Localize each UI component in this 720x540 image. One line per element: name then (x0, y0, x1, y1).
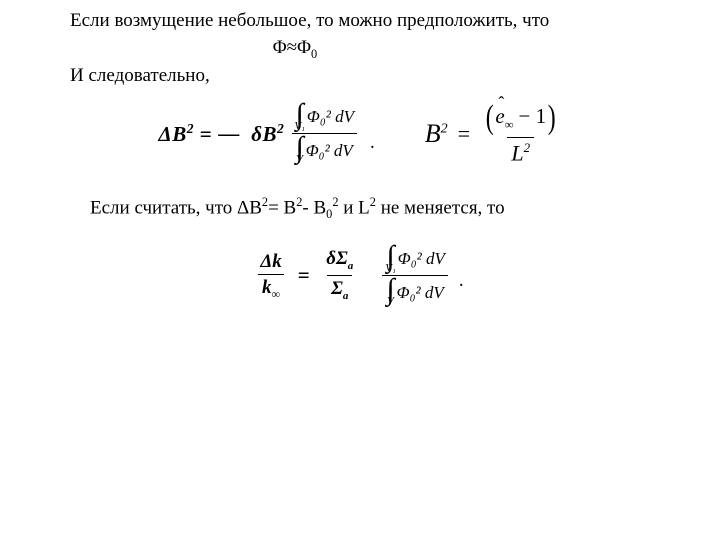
eq1-num-int-body: Φ₀² dV (307, 108, 354, 125)
phi-text: Φ≈Φ (273, 37, 311, 58)
eq1-den-int-body: Φ₀² dV (306, 142, 353, 159)
formula-row-1: ΔB2 = — δB2 ∫V₁ Φ₀² dV ∫V Φ₀² dV (70, 103, 650, 164)
eq3-mid-den: Σ (331, 278, 343, 299)
paragraph-1: Если возмущение небольшое, то можно пред… (70, 8, 650, 35)
eq2-lhs: B (425, 119, 441, 148)
eq2-fraction: (e∞ − 1) L2 (480, 103, 561, 164)
equation-delta-k: Δk k∞ = δΣa Σa ∫V₁ Φ₀² dV (256, 246, 463, 306)
phi-subscript: 0 (311, 46, 317, 60)
eq3-den-int-sub: V (387, 298, 394, 306)
eq2-den: L (511, 140, 523, 165)
eq3-num-integral: ∫V₁ Φ₀² dV (385, 246, 445, 273)
eq1-lhs-sup: 2 (187, 121, 194, 136)
eq2-e-inf: ∞ (505, 118, 514, 132)
eq2-equals: = (458, 121, 470, 147)
eq1-coef: δB (251, 122, 277, 146)
p3-sub0: 0 (326, 207, 332, 221)
eq1-num-integral: ∫V₁ Φ₀² dV (294, 104, 354, 131)
p3-e: не меняется, то (376, 198, 505, 219)
eq1-coef-sup: 2 (277, 121, 284, 136)
paragraph-3: Если считать, что ΔB2= B2- B02 и L2 не м… (90, 194, 650, 223)
eq3-mid-den-sub: a (343, 290, 349, 302)
eq1-lhs: ΔB (159, 122, 187, 146)
eq1-period: . (370, 132, 375, 164)
eq1-num-int-sub: V₁ (294, 123, 305, 131)
eq1-den-integral: ∫V Φ₀² dV (296, 137, 353, 164)
eq3-den-int-body: Φ₀² dV (397, 284, 444, 301)
eq2-den-sup: 2 (524, 140, 531, 155)
eq3-lhs-den-sub: ∞ (272, 287, 281, 301)
eq2-lhs-sup: 2 (441, 121, 448, 136)
eq3-mid-num-sub: a (348, 260, 354, 272)
eq3-mid-num: δΣ (326, 248, 348, 269)
equation-delta-b2: ΔB2 = — δB2 ∫V₁ Φ₀² dV ∫V Φ₀² dV (159, 104, 375, 164)
eq3-mid-frac: δΣa Σa (322, 249, 357, 302)
equation-b2: B2 = (e∞ − 1) L2 (425, 103, 562, 164)
eq3-period: . (459, 270, 464, 306)
eq3-num-int-body: Φ₀² dV (398, 250, 445, 267)
p3-a: Если считать, что ΔB (90, 198, 262, 219)
eq3-lhs-den: k (262, 277, 272, 298)
eq3-den-integral: ∫V Φ₀² dV (386, 279, 443, 306)
phi-approx: Φ≈Φ0 (0, 35, 650, 63)
p3-b: = B (268, 198, 296, 219)
eq3-lhs-num: Δk (256, 252, 285, 271)
eq3-equals: = (298, 263, 310, 288)
eq3-num-int-sub: V₁ (385, 265, 396, 273)
eq1-equals: = (200, 122, 212, 146)
paragraph-2: И следовательно, (70, 63, 650, 90)
eq2-minus1: − 1 (513, 104, 546, 128)
eq1-minus: — (218, 121, 245, 146)
eq1-fraction: ∫V₁ Φ₀² dV ∫V Φ₀² dV (290, 104, 358, 164)
eq3-lhs-frac: Δk k∞ (256, 252, 285, 300)
eq2-e-hat: e (495, 106, 504, 127)
p3-d: и L (339, 198, 370, 219)
eq1-den-int-sub: V (296, 156, 303, 164)
eq3-int-frac: ∫V₁ Φ₀² dV ∫V Φ₀² dV (381, 246, 449, 306)
p3-c: - B (302, 198, 326, 219)
formula-row-2: Δk k∞ = δΣa Σa ∫V₁ Φ₀² dV (70, 246, 650, 306)
